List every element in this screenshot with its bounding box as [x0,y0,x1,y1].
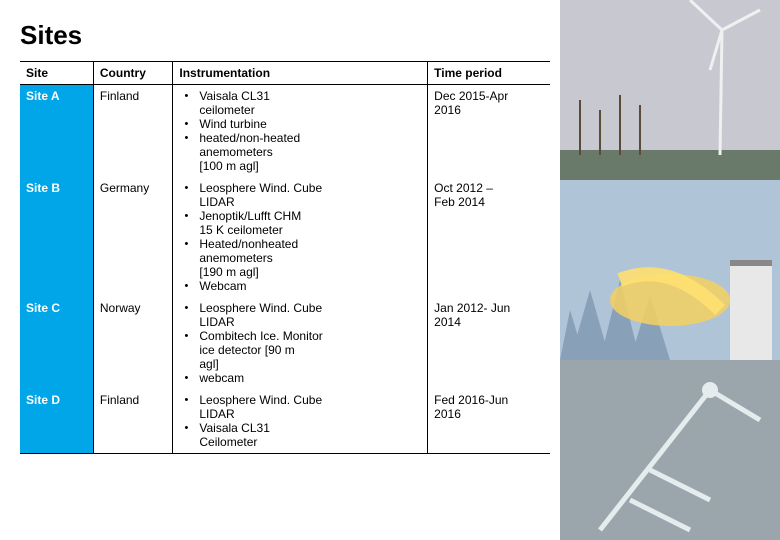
col-country: Country [93,62,173,85]
table-row: Site BGermany • Leosphere Wind. Cube LIDAR… [20,177,550,297]
cell-instrumentation: •Vaisala CL31 ceilometer• Wind turbine•h… [173,85,428,178]
bullet-icon: • [179,181,193,195]
cell-country: Norway [93,297,173,389]
cell-country: Germany [93,177,173,297]
bullet-icon: • [179,209,193,223]
cell-site: Site C [20,297,93,389]
bullet-icon: • [179,131,193,145]
cell-instrumentation: • Leosphere Wind. Cube LIDAR • Vaisala CL31… [173,389,428,454]
bullet-icon: • [179,393,193,407]
cell-country: Finland [93,85,173,178]
table-row: Site CNorway•Leosphere Wind. Cube LIDAR•… [20,297,550,389]
sites-table: Site Country Instrumentation Time period… [20,61,550,454]
cell-site: Site B [20,177,93,297]
cell-instrumentation: • Leosphere Wind. Cube LIDAR • Combitech Ic… [173,297,428,389]
instrument-item: • Leosphere Wind. Cube LIDAR [175,301,425,329]
bullet-icon: • [179,421,193,435]
cell-period: Dec 2015-Apr 2016 [428,85,550,178]
cell-period: Fed 2016-Jun 2016 [428,389,550,454]
instrument-item: • Jenoptik/Lufft CHM 15 K ceilometer [175,209,425,237]
col-site: Site [20,62,93,85]
bullet-icon: • [179,301,193,315]
table-header-row: Site Country Instrumentation Time period [20,62,550,85]
page-title: Sites [20,20,550,51]
cell-instrumentation: • Leosphere Wind. Cube LIDAR • Jenoptik/Luf… [173,177,428,297]
col-period: Time period [428,62,550,85]
table-row: Site DFinland • Leosphere Wind. Cube LIDAR… [20,389,550,454]
cell-period: Oct 2012 – Feb 2014 [428,177,550,297]
bullet-icon: • [179,371,193,385]
instrument-item: • heated/non-heated anemometers [100 m ag… [175,131,425,173]
bullet-icon: • [179,89,193,103]
cell-period: Jan 2012- Jun 2014 [428,297,550,389]
instrument-item: • Webcam [175,279,425,293]
photo-bottom [560,360,780,540]
cell-site: Site A [20,85,93,178]
instrument-item: • Combitech Ice. Monitor ice detector [90… [175,329,425,371]
instrument-text: Leosphere Wind. Cube LIDAR [199,301,322,329]
instrument-text: Wind turbine [199,117,266,131]
instrument-item: • webcam [175,371,425,385]
instrument-item: • Leosphere Wind. Cube LIDAR [175,393,425,421]
cell-country: Finland [93,389,173,454]
instrument-text: Vaisala CL31 Ceilometer [199,421,270,449]
photo-middle [560,180,780,360]
instrument-item: • Vaisala CL31 Ceilometer [175,421,425,449]
instrument-item: • Vaisala CL31 ceilometer [175,89,425,117]
bullet-icon: • [179,329,193,343]
instrument-text: Leosphere Wind. Cube LIDAR [199,181,322,209]
instrument-text: Heated/nonheated anemometers [190 m agl] [199,237,298,279]
instrument-text: Jenoptik/Lufft CHM 15 K ceilometer [199,209,301,237]
instrument-text: Webcam [199,279,246,293]
bullet-icon: • [179,117,193,131]
photo-top [560,0,780,180]
instrument-text: webcam [199,371,244,385]
bullet-icon: • [179,237,193,251]
instrument-item: • Leosphere Wind. Cube LIDAR [175,181,425,209]
instrument-text: Leosphere Wind. Cube LIDAR [199,393,322,421]
instrument-text: Vaisala CL31 ceilometer [199,89,270,117]
table-row: Site AFinland•Vaisala CL31 ceilometer• W… [20,85,550,178]
bullet-icon: • [179,279,193,293]
instrument-text: heated/non-heated anemometers [100 m agl… [199,131,300,173]
instrument-item: • Wind turbine [175,117,425,131]
col-instrumentation: Instrumentation [173,62,428,85]
instrument-text: Combitech Ice. Monitor ice detector [90 … [199,329,322,371]
instrument-item: • Heated/nonheated anemometers [190 m agl… [175,237,425,279]
cell-site: Site D [20,389,93,454]
